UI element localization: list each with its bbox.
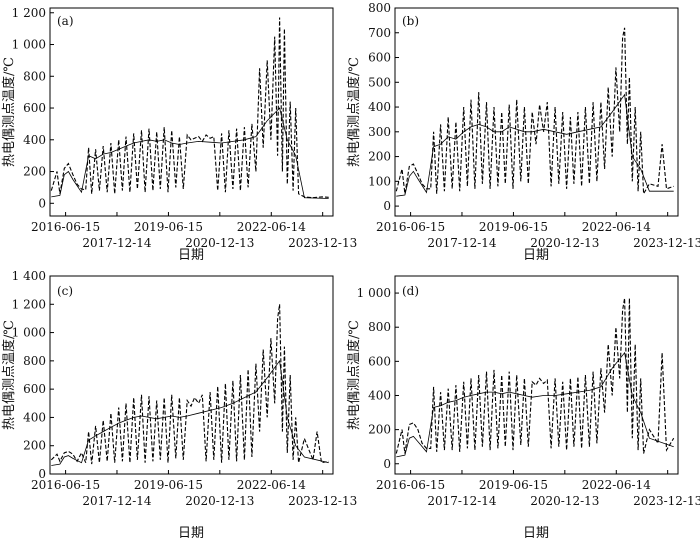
series-line-dashed: [50, 17, 329, 199]
y-tick-label: 600: [23, 101, 46, 115]
x-axis-label: 日期: [523, 248, 549, 263]
x-tick-label: 2020-12-13: [530, 494, 599, 508]
y-ticks: 0 200 400 600 800 1 000: [357, 286, 399, 471]
x-tick-label: 2020-12-13: [185, 236, 254, 250]
y-tick-label: 0: [383, 457, 391, 471]
y-tick-label: 600: [23, 382, 46, 396]
y-tick-label: 1 400: [12, 269, 46, 283]
series-line-solid: [396, 351, 674, 458]
x-tick-label: 2016-06-15: [376, 220, 445, 234]
x-tick-label: 2020-12-13: [530, 236, 599, 250]
x-tick-label: 2019-06-15: [134, 478, 203, 492]
y-tick-label: 600: [368, 51, 391, 65]
plot-frame: [394, 7, 679, 217]
x-ticks: 2016-06-15 2019-06-15 2022-06-14 2017-12-14…: [31, 470, 357, 508]
y-axis-label: 热电偶测点温度/℃: [1, 320, 17, 430]
y-tick-label: 0: [38, 467, 46, 481]
y-tick-label: 500: [368, 75, 391, 89]
y-tick-label: 200: [23, 439, 46, 453]
series-line-dashed: [395, 298, 675, 454]
plot-frame: [394, 275, 679, 475]
x-tick-label: 2022-06-14: [237, 478, 307, 492]
y-tick-label: 400: [368, 100, 391, 114]
y-tick-label: 100: [368, 174, 391, 188]
plot-frame: [49, 7, 334, 217]
panel-label: (d): [402, 284, 419, 298]
y-tick-label: 1 200: [12, 297, 46, 311]
panel-label: (a): [57, 14, 74, 28]
series-layer: [395, 27, 674, 197]
y-tick-label: 1 200: [12, 6, 46, 20]
x-axis-label: 日期: [178, 526, 204, 541]
x-tick-label: 2022-06-14: [237, 220, 307, 234]
y-tick-label: 1 000: [12, 38, 46, 52]
series-line-dashed: [50, 304, 329, 465]
y-tick-label: 800: [23, 354, 46, 368]
x-ticks: 2016-06-15 2019-06-15 2022-06-14 2017-12-14…: [31, 212, 357, 250]
x-tick-label: 2019-06-15: [479, 220, 548, 234]
x-tick-label: 2022-06-14: [582, 220, 652, 234]
panel-label: (c): [57, 284, 73, 298]
x-tick-label: 2023-12-13: [288, 236, 357, 250]
y-ticks: 0 100 200 300 400 500 600 700 800: [368, 1, 399, 213]
y-axis-label: 热电偶测点温度/℃: [1, 57, 17, 167]
x-tick-label: 2023-12-13: [288, 494, 357, 508]
x-tick-label: 2017-12-14: [427, 236, 497, 250]
y-tick-label: 700: [368, 26, 391, 40]
y-tick-label: 200: [368, 423, 391, 437]
y-tick-label: 200: [23, 165, 46, 179]
y-tick-label: 800: [368, 320, 391, 334]
x-tick-label: 2017-12-14: [82, 236, 152, 250]
y-tick-label: 0: [383, 199, 391, 213]
x-tick-label: 2019-06-15: [134, 220, 203, 234]
y-axis-label: 热电偶测点温度/℃: [346, 57, 362, 167]
x-tick-label: 2019-06-15: [479, 478, 548, 492]
x-tick-label: 2022-06-14: [582, 478, 652, 492]
x-tick-label: 2023-12-13: [633, 494, 700, 508]
y-tick-label: 200: [368, 150, 391, 164]
y-tick-label: 1 000: [12, 326, 46, 340]
x-ticks: 2016-06-15 2019-06-15 2022-06-14 2017-12-14…: [376, 470, 700, 508]
series-line-dashed: [395, 27, 674, 196]
series-line-solid: [396, 93, 674, 197]
y-tick-label: 800: [368, 1, 391, 15]
plot-frame: [49, 275, 334, 475]
y-tick-label: 1 000: [357, 286, 391, 300]
series-layer: [50, 304, 329, 466]
y-ticks: 0 200 400 600 800 1 000 1 200: [12, 6, 54, 210]
x-tick-label: 2023-12-13: [633, 236, 700, 250]
x-axis-label: 日期: [178, 248, 204, 263]
series-line-solid: [51, 359, 329, 466]
x-tick-label: 2016-06-15: [31, 478, 100, 492]
y-axis-label: 热电偶测点温度/℃: [346, 320, 362, 430]
y-tick-label: 0: [38, 196, 46, 210]
series-line-solid: [51, 107, 329, 199]
series-layer: [395, 298, 675, 458]
panel-label: (b): [402, 14, 419, 28]
y-tick-label: 400: [23, 133, 46, 147]
x-tick-label: 2017-12-14: [82, 494, 152, 508]
x-tick-label: 2016-06-15: [376, 478, 445, 492]
x-ticks: 2016-06-15 2019-06-15 2022-06-14 2017-12-14…: [376, 212, 700, 250]
panel-d: (d) 0 200 400 600 800 1 000 2016-06-15 2019-06…: [346, 275, 700, 541]
panel-c: (c) 0 200 400 600 800 1 000 1 200 1 400 2016-06…: [1, 269, 357, 541]
series-layer: [50, 17, 329, 199]
x-tick-label: 2017-12-14: [427, 494, 497, 508]
x-axis-label: 日期: [523, 526, 549, 541]
y-tick-label: 300: [368, 125, 391, 139]
y-tick-label: 600: [368, 354, 391, 368]
y-tick-label: 400: [23, 410, 46, 424]
panel-b: (b) 0 100 200 300 400 500 600 700 800 2016-06-15…: [346, 1, 700, 263]
y-ticks: 0 200 400 600 800 1 000 1 200 1 400: [12, 269, 54, 481]
x-tick-label: 2020-12-13: [185, 494, 254, 508]
y-tick-label: 400: [368, 388, 391, 402]
x-tick-label: 2016-06-15: [31, 220, 100, 234]
y-tick-label: 800: [23, 69, 46, 83]
